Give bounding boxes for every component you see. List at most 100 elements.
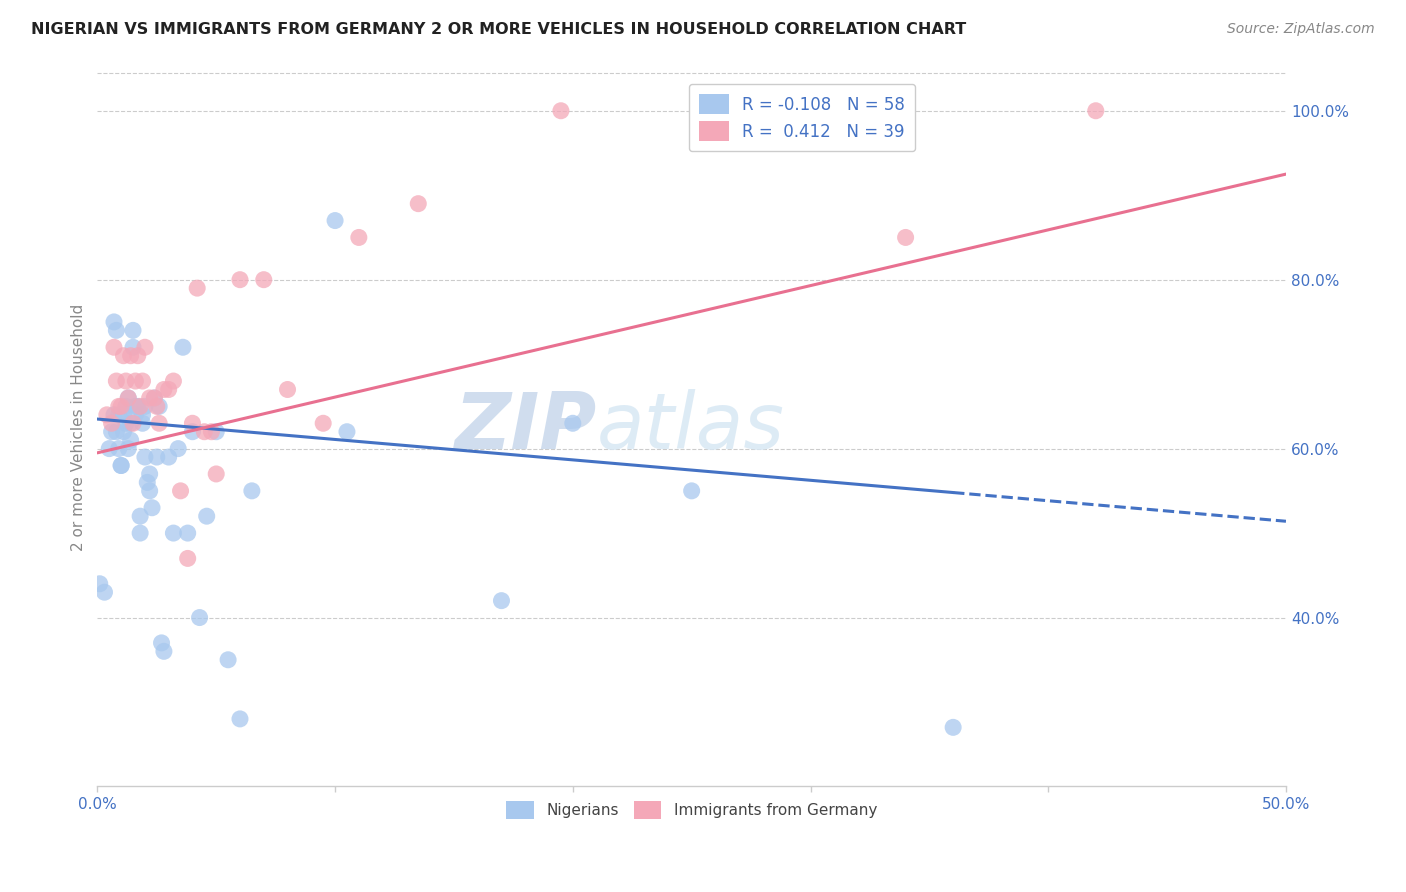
- Point: [188, 610, 211, 624]
- Point: [124, 400, 146, 414]
- Point: [148, 400, 170, 414]
- Text: ZIP: ZIP: [454, 390, 596, 466]
- Point: [103, 408, 125, 422]
- Point: [162, 374, 184, 388]
- Point: [122, 340, 145, 354]
- Point: [89, 576, 111, 591]
- Point: [143, 391, 166, 405]
- Point: [681, 483, 703, 498]
- Point: [100, 417, 122, 431]
- Point: [229, 273, 252, 287]
- Point: [561, 417, 583, 431]
- Point: [146, 450, 169, 464]
- Y-axis label: 2 or more Vehicles in Household: 2 or more Vehicles in Household: [72, 304, 86, 551]
- Point: [162, 526, 184, 541]
- Point: [150, 636, 173, 650]
- Point: [117, 442, 139, 456]
- Point: [894, 230, 917, 244]
- Point: [193, 425, 215, 439]
- Point: [96, 408, 118, 422]
- Point: [93, 585, 115, 599]
- Point: [157, 383, 180, 397]
- Point: [112, 408, 135, 422]
- Point: [131, 417, 153, 431]
- Text: NIGERIAN VS IMMIGRANTS FROM GERMANY 2 OR MORE VEHICLES IN HOUSEHOLD CORRELATION : NIGERIAN VS IMMIGRANTS FROM GERMANY 2 OR…: [31, 22, 966, 37]
- Point: [205, 467, 228, 481]
- Point: [169, 483, 191, 498]
- Point: [131, 408, 153, 422]
- Point: [129, 400, 152, 414]
- Point: [138, 483, 160, 498]
- Point: [491, 593, 513, 607]
- Point: [942, 720, 965, 734]
- Point: [115, 374, 138, 388]
- Point: [117, 391, 139, 405]
- Point: [253, 273, 276, 287]
- Point: [124, 374, 146, 388]
- Point: [217, 653, 239, 667]
- Point: [134, 400, 156, 414]
- Point: [229, 712, 252, 726]
- Point: [110, 458, 132, 473]
- Point: [323, 213, 346, 227]
- Point: [105, 374, 128, 388]
- Point: [347, 230, 370, 244]
- Point: [115, 400, 138, 414]
- Point: [105, 425, 128, 439]
- Point: [120, 417, 142, 431]
- Point: [277, 383, 299, 397]
- Point: [172, 340, 194, 354]
- Point: [120, 433, 142, 447]
- Point: [157, 450, 180, 464]
- Point: [117, 391, 139, 405]
- Point: [129, 526, 152, 541]
- Point: [103, 340, 125, 354]
- Point: [103, 315, 125, 329]
- Point: [153, 644, 176, 658]
- Point: [181, 425, 204, 439]
- Point: [127, 349, 149, 363]
- Point: [134, 450, 156, 464]
- Point: [138, 467, 160, 481]
- Point: [176, 526, 198, 541]
- Point: [122, 323, 145, 337]
- Point: [127, 400, 149, 414]
- Point: [98, 442, 121, 456]
- Point: [112, 349, 135, 363]
- Point: [1084, 103, 1107, 118]
- Point: [136, 475, 159, 490]
- Point: [141, 500, 163, 515]
- Point: [105, 323, 128, 337]
- Point: [107, 408, 129, 422]
- Point: [181, 417, 204, 431]
- Point: [120, 349, 142, 363]
- Point: [200, 425, 222, 439]
- Legend: Nigerians, Immigrants from Germany: Nigerians, Immigrants from Germany: [501, 795, 883, 825]
- Point: [100, 425, 122, 439]
- Point: [138, 391, 160, 405]
- Point: [110, 458, 132, 473]
- Point: [240, 483, 263, 498]
- Point: [176, 551, 198, 566]
- Text: atlas: atlas: [596, 390, 785, 466]
- Point: [153, 383, 176, 397]
- Point: [124, 408, 146, 422]
- Text: Source: ZipAtlas.com: Source: ZipAtlas.com: [1227, 22, 1375, 37]
- Point: [148, 417, 170, 431]
- Point: [312, 417, 335, 431]
- Point: [112, 425, 135, 439]
- Point: [122, 417, 145, 431]
- Point: [167, 442, 190, 456]
- Point: [143, 391, 166, 405]
- Point: [186, 281, 208, 295]
- Point: [129, 509, 152, 524]
- Point: [205, 425, 228, 439]
- Point: [131, 374, 153, 388]
- Point: [195, 509, 218, 524]
- Point: [115, 417, 138, 431]
- Point: [550, 103, 572, 118]
- Point: [146, 400, 169, 414]
- Point: [107, 400, 129, 414]
- Point: [107, 442, 129, 456]
- Point: [336, 425, 359, 439]
